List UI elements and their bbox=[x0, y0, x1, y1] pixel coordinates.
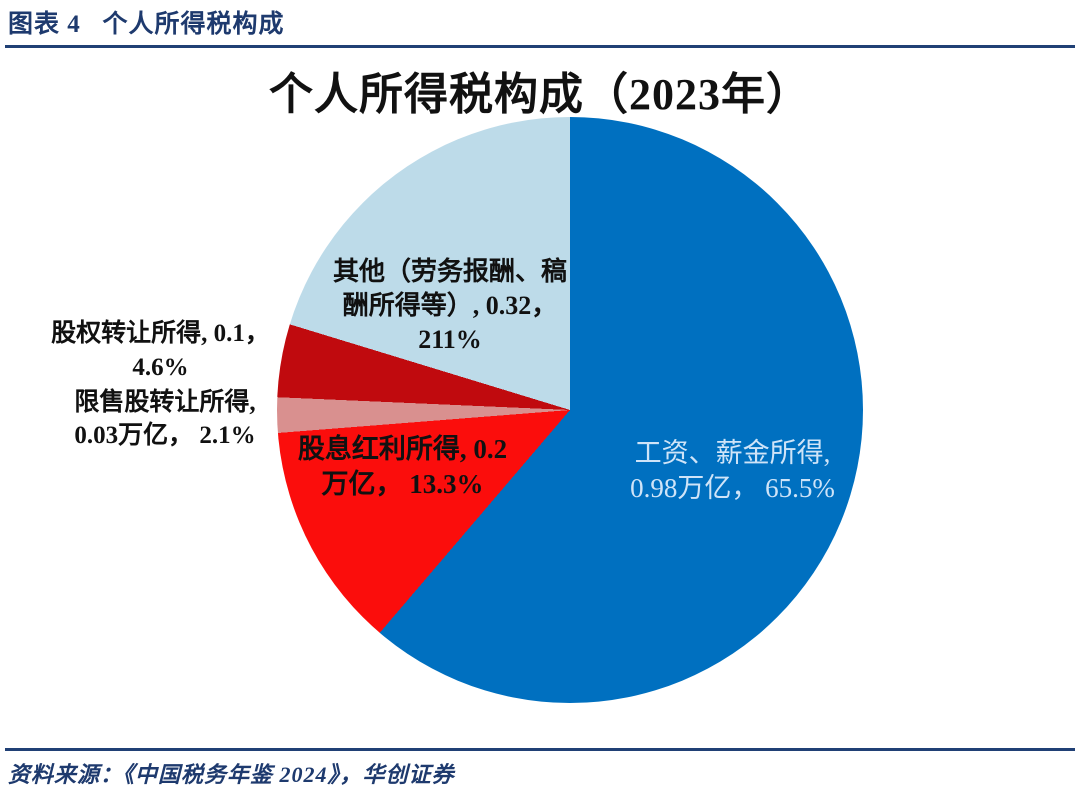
slice-label-line: 4.6% bbox=[132, 354, 189, 381]
slice-label-line: 其他（劳务报酬、稿 bbox=[332, 257, 567, 286]
footer-divider bbox=[5, 748, 1075, 751]
slice-label-salary: 工资、薪金所得, 0.98万亿， 65.5% bbox=[610, 436, 855, 506]
slice-label-line: 工资、薪金所得, bbox=[634, 438, 831, 468]
slice-label-line: 限售股转让所得, bbox=[74, 389, 256, 416]
slice-label-line: 酬所得等）, 0.32， bbox=[342, 291, 558, 320]
figure-caption: 图表 4 个人所得税构成 bbox=[8, 11, 285, 38]
slice-label-line: 股权转让所得, 0.1， bbox=[51, 320, 270, 347]
source-note: 资料来源：《中国税务年鉴 2024》，华创证券 bbox=[8, 762, 455, 787]
slice-label-line: 0.98万亿， 65.5% bbox=[630, 473, 835, 503]
slice-label-line: 0.03万亿， 2.1% bbox=[74, 422, 256, 449]
slice-label-line: 211% bbox=[418, 325, 482, 354]
pie-chart bbox=[277, 117, 863, 703]
slice-label-line: 万亿， 13.3% bbox=[321, 469, 484, 499]
slice-label-restricted-shares: 限售股转让所得, 0.03万亿， 2.1% bbox=[55, 386, 275, 452]
slice-label-other: 其他（劳务报酬、稿 酬所得等）, 0.32， 211% bbox=[315, 255, 585, 357]
header-divider bbox=[5, 45, 1075, 48]
slice-label-equity-transfer: 股权转让所得, 0.1， 4.6% bbox=[48, 317, 273, 385]
slice-label-dividend: 股息红利所得, 0.2 万亿， 13.3% bbox=[285, 432, 520, 502]
slice-label-line: 股息红利所得, 0.2 bbox=[297, 434, 508, 464]
chart-title: 个人所得税构成（2023年） bbox=[269, 70, 811, 119]
